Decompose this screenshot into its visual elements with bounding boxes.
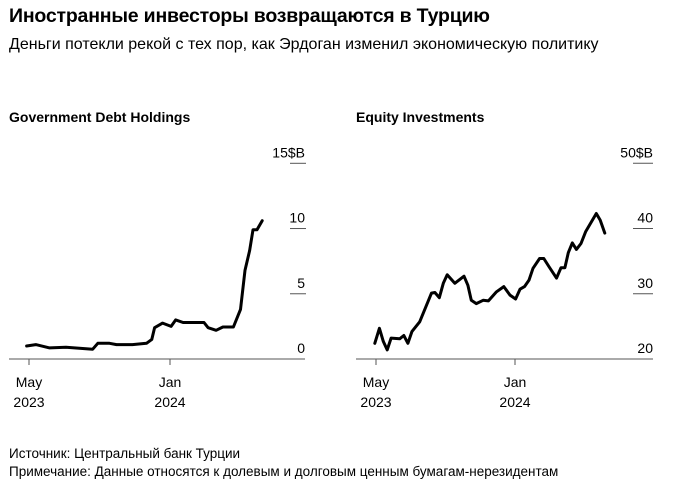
x-tick-label: 2024 (499, 394, 530, 410)
y-tick-label: 10 (289, 210, 305, 226)
x-tick-label: 2024 (154, 394, 185, 410)
x-tick-label: 2023 (13, 394, 44, 410)
y-tick-label: 20 (637, 340, 653, 356)
y-tick-label: 0 (297, 340, 305, 356)
y-tick-label: 40 (637, 210, 653, 226)
y-tick-label: 30 (637, 275, 653, 291)
y-tick-label: 15$B (272, 144, 305, 160)
source-note: Источник: Центральный банк Турции (9, 446, 241, 461)
footnote: Примечание: Данные относятся к долевым и… (9, 464, 559, 479)
panel-title-debt: Government Debt Holdings (9, 109, 191, 125)
x-tick-label: Jan (159, 374, 182, 390)
series-line (25, 219, 264, 351)
x-tick-label: Jan (504, 374, 527, 390)
y-tick-label: 50$B (620, 144, 653, 160)
chart-title: Иностранные инвесторы возвращаются в Тур… (9, 5, 490, 27)
x-tick-label: May (363, 374, 389, 390)
x-tick-label: 2023 (360, 394, 391, 410)
x-tick-label: May (16, 374, 42, 390)
series-line (373, 212, 607, 352)
y-tick-label: 5 (297, 275, 305, 291)
panel-title-equity: Equity Investments (356, 109, 485, 125)
chart-subtitle: Деньги потекли рекой с тех пор, как Эрдо… (9, 36, 599, 53)
